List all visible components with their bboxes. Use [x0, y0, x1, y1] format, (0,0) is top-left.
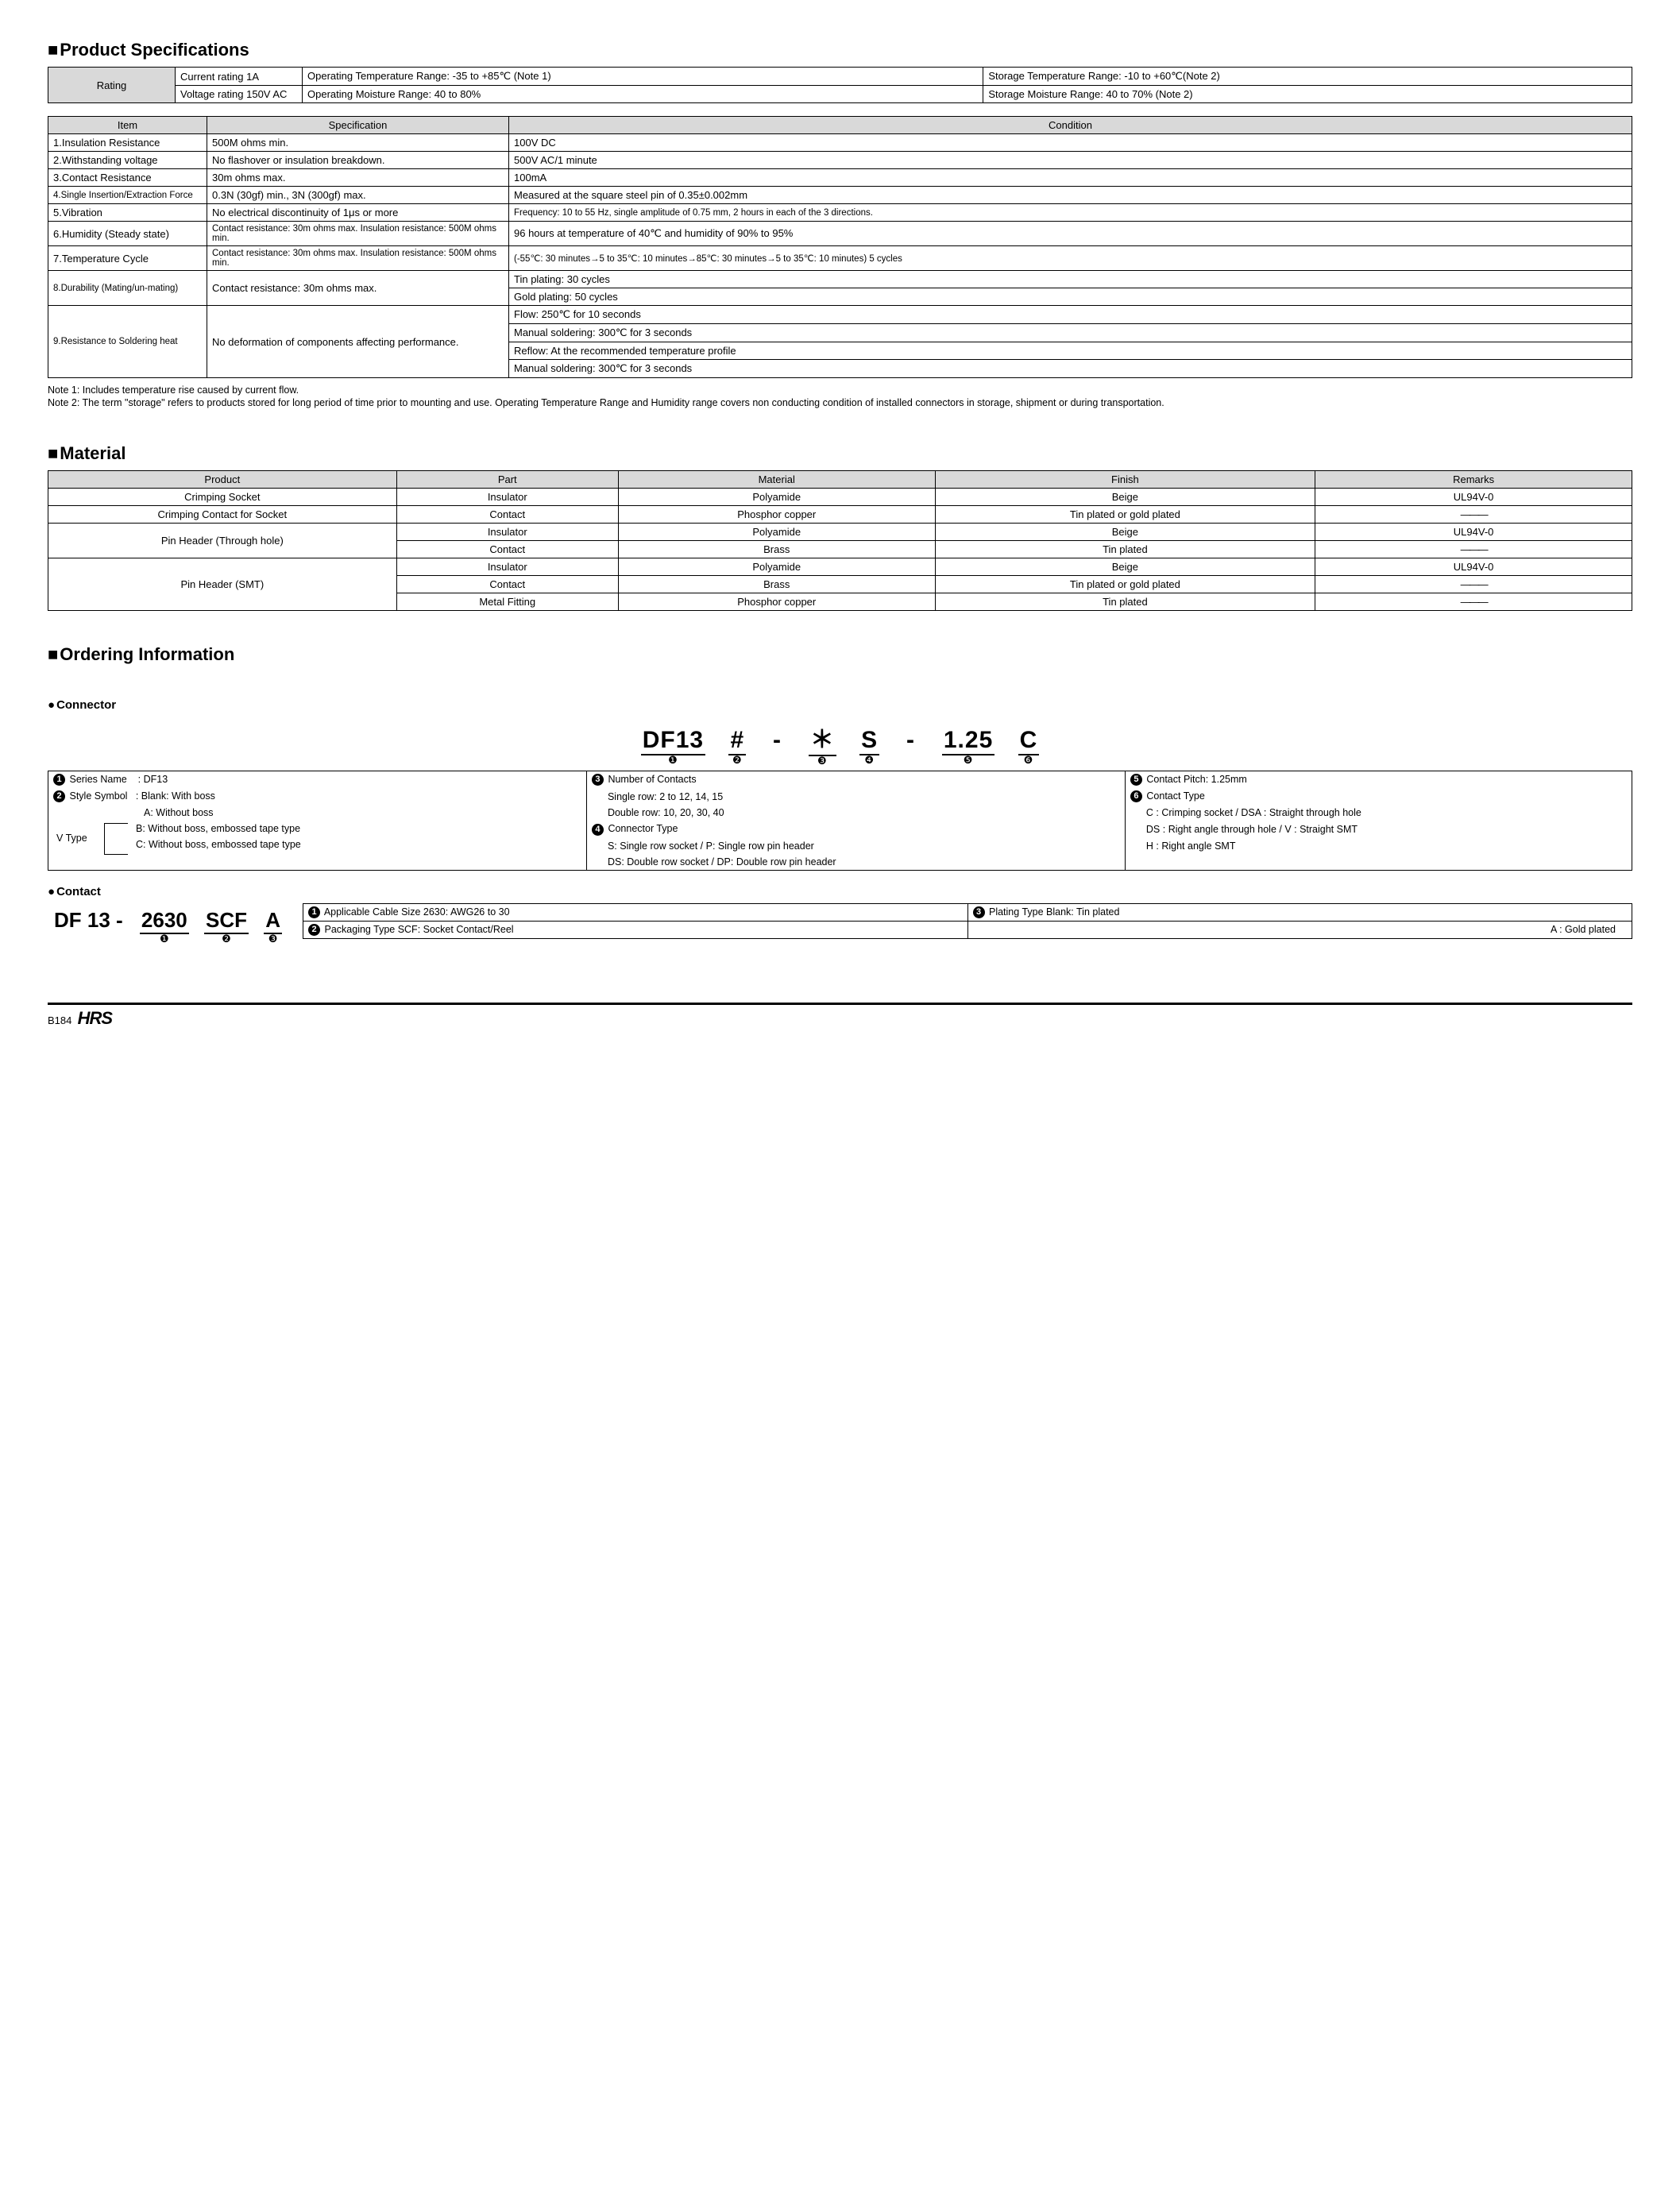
rating-op-moist: Operating Moisture Range: 40 to 80% — [303, 86, 983, 103]
rating-current: Current rating 1A — [176, 68, 303, 86]
page-number: B184 — [48, 1014, 71, 1026]
rating-op-temp: Operating Temperature Range: -35 to +85℃… — [303, 68, 983, 86]
spec-title: Product Specifications — [48, 40, 1632, 60]
brand-logo: HRS — [78, 1008, 112, 1028]
ordering-title: Ordering Information — [48, 644, 1632, 665]
rating-voltage: Voltage rating 150V AC — [176, 86, 303, 103]
contact-sub: Contact — [48, 885, 1632, 898]
spec-hdr-cond: Condition — [509, 117, 1632, 134]
note-1: Note 1: Includes temperature rise caused… — [48, 384, 1632, 396]
spec-hdr-spec: Specification — [207, 117, 509, 134]
connector-code: DF13❶ #❷ - ＊❸ S❹ - 1.25❺ C❻ — [48, 720, 1632, 756]
rating-st-moist: Storage Moisture Range: 40 to 70% (Note … — [983, 86, 1632, 103]
notes: Note 1: Includes temperature rise caused… — [48, 384, 1632, 408]
spec-table: Item Specification Condition 1.Insulatio… — [48, 116, 1632, 378]
footer: B184 HRS — [48, 1003, 1632, 1029]
note-2: Note 2: The term "storage" refers to pro… — [48, 397, 1632, 408]
connector-sub: Connector — [48, 698, 1632, 712]
rating-table: Rating Current rating 1A Operating Tempe… — [48, 67, 1632, 103]
rating-st-temp: Storage Temperature Range: -10 to +60℃(N… — [983, 68, 1632, 86]
connector-legend: 1 Series Name : DF13 3 Number of Contact… — [48, 771, 1632, 871]
contact-code: DF 13 - 2630❶ SCF❷ A❸ — [48, 908, 287, 934]
material-title: Material — [48, 443, 1632, 464]
material-table: Product Part Material Finish Remarks Cri… — [48, 470, 1632, 611]
spec-hdr-item: Item — [48, 117, 207, 134]
contact-legend: 1 Applicable Cable Size 2630: AWG26 to 3… — [303, 903, 1632, 939]
bracket-icon — [104, 823, 128, 855]
rating-label: Rating — [48, 68, 176, 103]
